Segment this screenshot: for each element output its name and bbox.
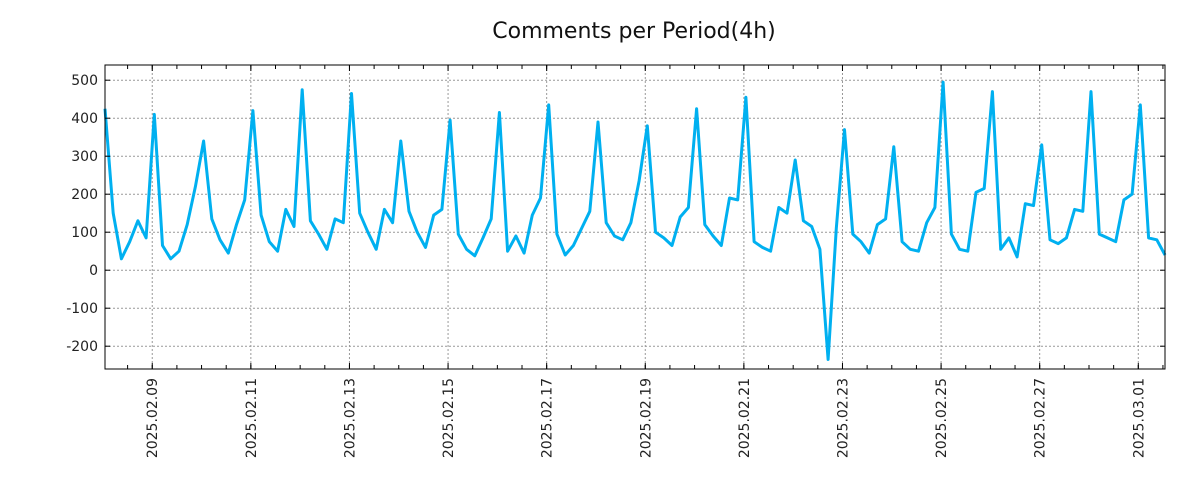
x-tick-label: 2025.02.27	[1033, 378, 1049, 458]
y-tick-label: -200	[66, 339, 98, 355]
y-tick-label: 300	[71, 149, 98, 165]
chart-title: Comments per Period(4h)	[492, 19, 776, 44]
y-tick-label: 0	[89, 263, 98, 279]
x-tick-label: 2025.02.09	[145, 378, 161, 458]
x-tick-label: 2025.02.15	[441, 378, 457, 458]
x-tick-label: 2025.02.23	[835, 378, 851, 458]
x-tick-label: 2025.02.11	[244, 378, 260, 458]
y-tick-label: 400	[71, 111, 98, 127]
x-tick-label: 2025.02.19	[638, 378, 654, 458]
x-tick-label: 2025.02.25	[934, 378, 950, 458]
series-line	[103, 80, 1167, 361]
series-comments	[103, 80, 1167, 361]
y-tick-label: 100	[71, 225, 98, 241]
x-tick-label: 2025.02.21	[737, 378, 753, 458]
x-tick-label: 2025.02.17	[540, 378, 556, 458]
plot-frame	[104, 64, 1166, 370]
y-tick-label: 500	[71, 73, 98, 89]
y-tick-label: -100	[66, 301, 98, 317]
x-tick-label: 2025.03.01	[1131, 378, 1147, 458]
y-tick-label: 200	[71, 187, 98, 203]
x-tick-label: 2025.02.13	[342, 378, 358, 458]
grid	[105, 65, 1165, 369]
axes: -200 -100 0 100 200 300 400 500 2025.02.09 2025.0…	[66, 65, 1165, 458]
